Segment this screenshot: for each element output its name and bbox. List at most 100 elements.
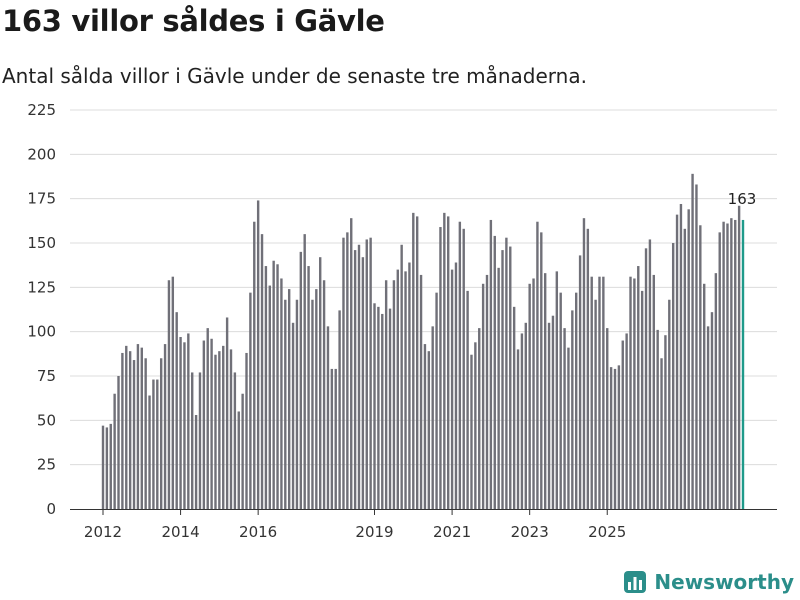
bar [478, 328, 481, 509]
bar [256, 200, 260, 509]
bar [536, 221, 539, 509]
bar [419, 274, 423, 509]
bar [187, 333, 190, 509]
bar [718, 232, 721, 510]
gridlines [70, 109, 777, 466]
bar [567, 347, 570, 509]
bar [191, 372, 194, 509]
bar [590, 276, 593, 509]
bar [113, 393, 116, 509]
bar [726, 223, 729, 510]
x-tick-label: 2019 [355, 523, 393, 541]
bar [167, 280, 171, 509]
latest-value-label: 163 [728, 190, 757, 208]
bar [470, 354, 473, 509]
bar [388, 308, 392, 509]
chart-logo-icon [624, 571, 647, 593]
bar [450, 269, 454, 509]
bar [439, 227, 442, 510]
bar [474, 342, 477, 509]
bar [392, 280, 396, 509]
bar [454, 262, 458, 509]
bar [512, 306, 516, 509]
bar [171, 276, 175, 509]
bar [489, 219, 493, 509]
bar [431, 326, 434, 509]
bar [202, 340, 206, 509]
bar [128, 351, 132, 509]
bar [260, 234, 264, 509]
bar [575, 292, 578, 509]
y-tick-label: 150 [27, 234, 56, 252]
bar [156, 379, 159, 509]
bar [307, 266, 310, 509]
bar [280, 278, 283, 509]
y-tick-label: 75 [37, 367, 56, 385]
newsworthy-logo: Newsworthy [623, 570, 794, 594]
bar [152, 379, 155, 509]
bar [144, 358, 147, 509]
bar [625, 333, 628, 509]
bar [369, 237, 372, 509]
bar [679, 203, 683, 510]
bar [381, 313, 384, 509]
bar [373, 303, 376, 509]
bar [159, 358, 163, 509]
latest-bar [741, 219, 745, 509]
bar [629, 276, 632, 509]
bar [105, 427, 109, 509]
bar [710, 312, 714, 509]
bar [315, 289, 318, 509]
bar [148, 395, 151, 509]
bar [730, 218, 733, 510]
bar [481, 283, 485, 509]
bar [671, 243, 675, 509]
bar [559, 292, 562, 509]
bar [687, 209, 690, 509]
bar [179, 336, 182, 509]
bar [264, 266, 268, 509]
bar [563, 328, 566, 509]
bar [691, 173, 694, 509]
bar [582, 218, 586, 510]
bar [528, 283, 531, 509]
bar [505, 237, 508, 509]
y-tick-label: 175 [27, 190, 56, 208]
bar [140, 347, 143, 509]
bar [578, 255, 582, 509]
bar [101, 425, 105, 509]
bar [249, 292, 252, 509]
bar [319, 257, 322, 509]
bar [609, 367, 613, 509]
bar [194, 415, 198, 509]
y-tick-label: 100 [27, 323, 56, 341]
bar [734, 219, 737, 509]
bar [555, 271, 559, 509]
bar [621, 340, 624, 509]
bar [175, 312, 178, 509]
bar [241, 393, 244, 509]
bar [338, 310, 341, 509]
bar [218, 351, 221, 509]
bar [427, 351, 431, 509]
x-tick-label: 2014 [161, 523, 199, 541]
bar [330, 368, 334, 509]
bar [346, 232, 349, 510]
bar [206, 328, 209, 509]
bar [357, 244, 361, 509]
bar [637, 266, 640, 509]
bar [365, 239, 368, 509]
bar [462, 228, 465, 509]
bar [396, 269, 399, 509]
bar [493, 235, 496, 509]
bar [714, 273, 718, 509]
bar [303, 234, 306, 509]
axes: 0 25 50 75 100 125 150 175 200 225 2012 2014 2016 201… [27, 101, 777, 541]
bar [520, 333, 524, 509]
bar [656, 329, 659, 509]
bar [644, 248, 648, 509]
bar [497, 267, 500, 509]
bar [210, 338, 213, 509]
x-tick-label: 2025 [588, 523, 626, 541]
bar [326, 326, 330, 509]
